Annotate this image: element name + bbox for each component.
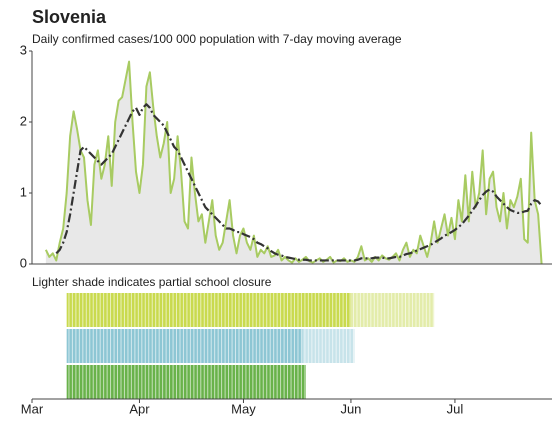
area <box>45 61 542 265</box>
x-tick-label: Mar <box>21 401 44 416</box>
stripes <box>350 293 435 327</box>
y-tick-label: 2 <box>20 113 27 128</box>
stripes <box>66 365 306 399</box>
moving-average-line <box>55 103 543 262</box>
annotation: Lighter shade indicates partial school c… <box>32 275 272 289</box>
y-tick-label: 0 <box>20 255 27 270</box>
x-tick-label: May <box>231 401 256 416</box>
y-tick-label: 1 <box>20 184 27 199</box>
x-tick-label: Jun <box>340 401 361 416</box>
cases-line <box>44 60 543 265</box>
stripes <box>302 329 355 363</box>
y-tick-label: 3 <box>20 42 27 57</box>
x-tick-label: Apr <box>129 401 150 416</box>
x-tick-label: Jul <box>447 401 464 416</box>
stripes <box>66 293 351 327</box>
chart-title: Slovenia <box>32 7 107 27</box>
stripes <box>66 329 303 363</box>
chart-subtitle: Daily confirmed cases/100 000 population… <box>32 32 402 46</box>
